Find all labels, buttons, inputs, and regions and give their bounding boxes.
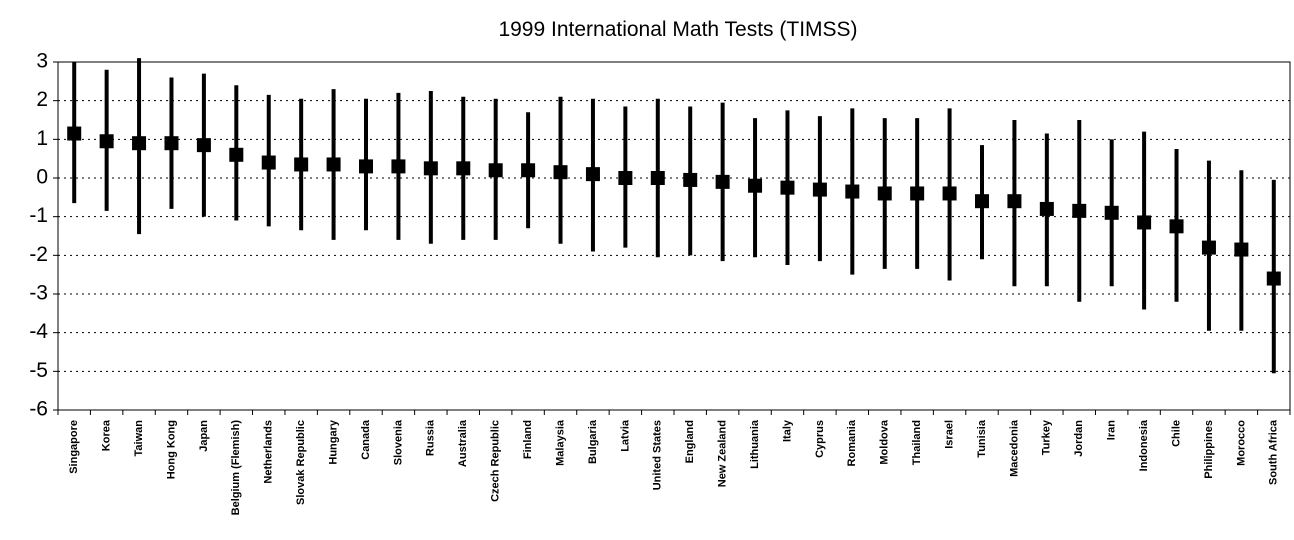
x-tick-label: Australia	[457, 419, 469, 467]
mean-marker	[1201, 240, 1216, 255]
mean-marker	[780, 180, 795, 195]
plot-border	[57, 61, 1291, 411]
x-tick-label: South Africa	[1268, 419, 1280, 485]
mean-marker	[975, 194, 989, 209]
x-tick-label: Morocco	[1235, 420, 1247, 466]
x-tick-label: Cyprus	[814, 420, 826, 458]
mean-marker	[748, 178, 763, 193]
mean-marker	[294, 157, 309, 172]
x-tick-label: Hungary	[327, 419, 339, 465]
y-tick-label: -5	[29, 359, 48, 382]
y-tick-label: 0	[36, 166, 48, 189]
mean-marker	[229, 147, 244, 162]
mean-marker	[1169, 219, 1184, 234]
mean-marker	[650, 171, 665, 185]
mean-marker	[359, 159, 373, 174]
x-tick-label: Italy	[781, 419, 793, 442]
mean-marker	[261, 155, 276, 170]
mean-marker	[132, 136, 147, 151]
x-tick-label: Lithuania	[749, 419, 761, 469]
y-tick-label: -4	[29, 320, 48, 343]
x-tick-label: Hong Kong	[165, 420, 177, 479]
mean-marker	[1104, 205, 1119, 220]
x-tick-label: Indonesia	[1138, 419, 1150, 471]
mean-marker	[1039, 201, 1054, 216]
x-tick-label: Jordan	[1073, 420, 1085, 457]
x-tick-label: Malaysia	[554, 419, 566, 466]
x-tick-label: Bulgaria	[587, 419, 599, 464]
y-tick-label: -1	[29, 204, 48, 227]
mean-marker	[99, 134, 114, 149]
mean-marker	[683, 172, 698, 187]
mean-marker	[845, 184, 860, 199]
y-tick-label: -3	[29, 282, 48, 305]
x-tick-label: Finland	[522, 420, 534, 459]
x-tick-label: New Zealand	[717, 420, 729, 487]
x-tick-label: Netherlands	[263, 420, 275, 484]
mean-marker	[391, 159, 406, 174]
mean-marker	[1234, 242, 1249, 257]
x-tick-label: Taiwan	[133, 420, 145, 457]
mean-marker	[942, 186, 957, 201]
y-tick-label: -2	[29, 243, 48, 266]
mean-marker	[456, 161, 471, 176]
x-tick-label: Thailand	[911, 420, 923, 465]
x-tick-label: Romania	[846, 419, 858, 466]
x-tick-label: Philippines	[1203, 420, 1215, 479]
x-tick-label: Moldova	[879, 419, 891, 464]
chart-title: 1999 International Math Tests (TIMSS)	[498, 18, 857, 41]
y-tick-label: 1	[36, 127, 48, 150]
mean-marker	[715, 174, 730, 189]
mean-marker	[1072, 203, 1087, 218]
x-tick-label: Slovak Republic	[295, 420, 307, 505]
y-tick-label: -6	[29, 398, 48, 421]
mean-marker	[164, 136, 179, 151]
mean-marker	[488, 163, 503, 178]
mean-marker	[1007, 194, 1022, 209]
x-tick-label: Macedonia	[1008, 419, 1020, 477]
x-tick-label: Singapore	[68, 420, 80, 474]
mean-marker	[1266, 271, 1281, 286]
x-tick-label: Belgium (Flemish)	[230, 420, 242, 516]
x-tick-label: England	[684, 420, 696, 463]
mean-marker	[326, 157, 341, 172]
x-tick-label: Chile	[1170, 420, 1182, 447]
mean-marker	[423, 161, 438, 176]
x-tick-label: Japan	[198, 420, 210, 452]
x-tick-label: Turkey	[1041, 419, 1053, 455]
mean-marker	[521, 163, 536, 178]
x-tick-label: Russia	[425, 419, 437, 456]
mean-marker	[812, 182, 827, 197]
y-tick-label: 2	[36, 88, 48, 111]
x-tick-label: Canada	[360, 419, 372, 460]
x-tick-label: Israel	[943, 420, 955, 449]
x-tick-label: Tunisia	[976, 419, 988, 458]
mean-marker	[67, 126, 82, 141]
y-tick-label: 3	[36, 50, 48, 73]
mean-marker	[1137, 215, 1152, 230]
x-tick-label: United States	[652, 420, 664, 490]
x-tick-label: Czech Republic	[490, 420, 502, 502]
x-tick-label: Iran	[1106, 420, 1118, 440]
mean-marker	[877, 186, 892, 201]
mean-marker	[910, 186, 925, 201]
x-tick-label: Latvia	[619, 419, 631, 452]
x-tick-label: Slovenia	[392, 419, 404, 465]
mean-marker	[553, 165, 568, 180]
mean-marker	[585, 167, 600, 182]
mean-marker	[618, 171, 633, 185]
x-tick-label: Korea	[101, 419, 113, 451]
mean-marker	[196, 138, 211, 153]
